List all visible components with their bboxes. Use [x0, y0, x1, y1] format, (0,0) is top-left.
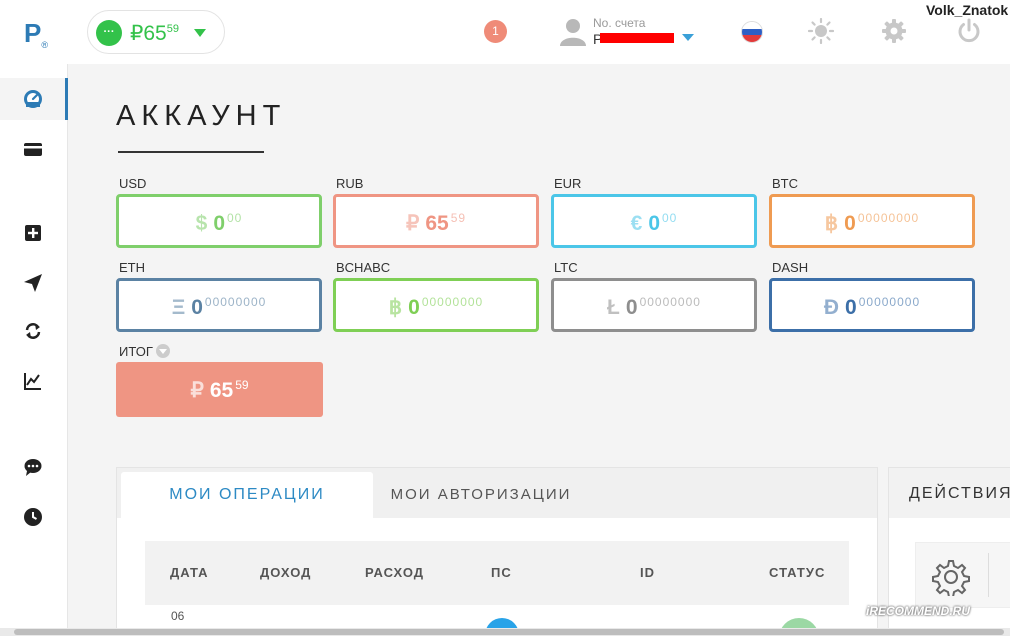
operations-tabbar: МОИ ОПЕРАЦИИ МОИ АВТОРИЗАЦИИ [117, 468, 877, 518]
sidebar-item-exchange[interactable] [0, 310, 68, 352]
currency-balance-bchabc: ฿ 0 00000000 [388, 295, 484, 319]
currency-card-eth[interactable]: Ξ 0 00000000 [116, 278, 322, 332]
send-icon [24, 274, 42, 292]
balance-dropdown[interactable]: ··· ₽6559 [87, 10, 225, 54]
power-icon[interactable] [956, 18, 982, 44]
actions-title: ДЕЙСТВИЯ [909, 485, 1010, 502]
notification-badge[interactable]: 1 [484, 20, 507, 43]
account-number-label: No. счета [593, 16, 646, 30]
settings-gear-icon [932, 560, 970, 596]
currency-label-usd: USD [119, 176, 147, 191]
currency-card-usd[interactable]: $0 00 [116, 194, 322, 248]
total-label: ИТОГ [119, 344, 153, 359]
sidebar-item-dashboard[interactable] [0, 78, 68, 120]
top-bar: P® ··· ₽6559 1 No. счета P [0, 0, 1010, 64]
column-id[interactable]: ID [640, 565, 655, 580]
page-title: АККАУНТ [116, 100, 287, 132]
column-expense[interactable]: РАСХОД [365, 565, 425, 580]
currency-label-rub: RUB [336, 176, 364, 191]
tab-my-authorizations[interactable]: МОИ АВТОРИЗАЦИИ [390, 486, 572, 503]
sidebar-item-cards[interactable] [0, 128, 68, 170]
actions-card[interactable] [915, 542, 1010, 608]
account-chevron-icon[interactable] [682, 34, 694, 41]
card-icon [24, 143, 42, 156]
column-status[interactable]: СТАТУС [769, 565, 826, 580]
currency-label-ltc: LTC [554, 260, 578, 275]
watermark: iRECOMMEND.RU [866, 604, 970, 618]
total-balance-value: ₽65 59 [190, 378, 249, 402]
operations-table-header: ДАТА ДОХОД РАСХОД ПС ID СТАТУС [145, 541, 849, 605]
horizontal-scrollbar[interactable] [0, 628, 1010, 636]
sidebar-item-support[interactable] [0, 446, 68, 488]
add-icon [25, 225, 41, 241]
currency-balance-eth: Ξ 0 00000000 [171, 295, 267, 319]
sidebar-item-send[interactable] [0, 262, 68, 304]
currency-balance-usd: $0 00 [195, 211, 243, 235]
chevron-down-icon [194, 29, 206, 37]
currency-card-btc[interactable]: ฿ 0 00000000 [769, 194, 975, 248]
total-balance-box: ₽65 59 [116, 362, 323, 417]
card-divider [988, 553, 989, 597]
account-number-value: P [593, 31, 603, 47]
currency-card-rub[interactable]: ₽65 59 [333, 194, 539, 248]
currency-card-bchabc[interactable]: ฿ 0 00000000 [333, 278, 539, 332]
logo[interactable]: P® [24, 18, 48, 51]
title-underline [118, 151, 264, 153]
operations-panel: МОИ ОПЕРАЦИИ МОИ АВТОРИЗАЦИИ ДАТА ДОХОД … [116, 467, 878, 636]
sidebar-item-statistics[interactable] [0, 360, 68, 402]
username-overlay: Volk_Znatok [926, 2, 1009, 18]
column-payment-system[interactable]: ПС [491, 565, 512, 580]
balance-amount: ₽6559 [130, 22, 179, 45]
redaction-bar [600, 33, 674, 43]
user-icon[interactable] [560, 18, 586, 46]
exchange-icon [25, 323, 41, 339]
chart-icon [24, 373, 41, 390]
currency-card-ltc[interactable]: Ł 0 00000000 [551, 278, 757, 332]
chat-icon [24, 459, 42, 476]
column-date[interactable]: ДАТА [170, 565, 209, 580]
total-info-icon[interactable] [156, 344, 170, 358]
column-income[interactable]: ДОХОД [260, 565, 312, 580]
russian-flag-icon[interactable] [741, 21, 763, 43]
currency-label-bchabc: BCHABC [336, 260, 391, 275]
clock-icon [24, 508, 42, 526]
dashboard-icon [24, 90, 42, 108]
currency-balance-eur: €0 00 [630, 211, 678, 235]
actions-header: ДЕЙСТВИЯ [889, 468, 1010, 518]
balance-menu-icon: ··· [96, 20, 122, 46]
sidebar [0, 64, 68, 636]
currency-balance-dash: Đ 0 00000000 [823, 295, 921, 319]
table-row-date: 06 [171, 609, 185, 623]
actions-panel: ДЕЙСТВИЯ [888, 467, 1010, 636]
currency-label-btc: BTC [772, 176, 798, 191]
currency-label-dash: DASH [772, 260, 809, 275]
currency-label-eth: ETH [119, 260, 145, 275]
currency-label-eur: EUR [554, 176, 582, 191]
tab-my-operations[interactable]: МОИ ОПЕРАЦИИ [121, 472, 373, 518]
currency-card-eur[interactable]: €0 00 [551, 194, 757, 248]
sidebar-item-history[interactable] [0, 496, 68, 538]
currency-balance-rub: ₽65 59 [405, 211, 467, 235]
currency-card-dash[interactable]: Đ 0 00000000 [769, 278, 975, 332]
gear-icon[interactable] [881, 18, 907, 44]
currency-balance-btc: ฿ 0 00000000 [824, 211, 920, 235]
sidebar-item-deposit[interactable] [0, 212, 68, 254]
currency-balance-ltc: Ł 0 00000000 [607, 295, 701, 319]
sun-icon[interactable] [808, 18, 834, 44]
scrollbar-thumb[interactable] [14, 629, 1004, 635]
